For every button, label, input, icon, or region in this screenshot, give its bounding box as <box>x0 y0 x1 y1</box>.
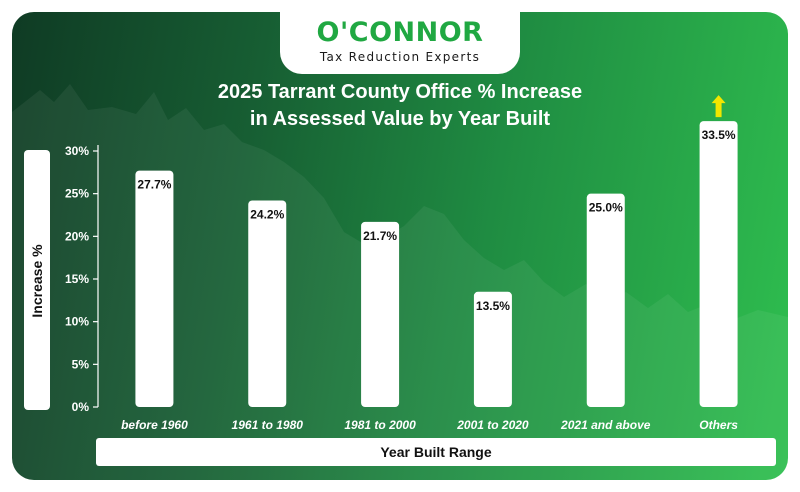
bar-data-label: 24.2% <box>250 207 284 221</box>
chart-title-line-1: 2025 Tarrant County Office % Increase <box>217 81 583 103</box>
y-tick-label: 15% <box>65 272 89 286</box>
bar <box>135 170 174 407</box>
x-axis-label: Year Built Range <box>96 438 776 466</box>
bar <box>473 291 512 407</box>
x-tick-label: before 1960 <box>121 418 188 432</box>
bar-data-label: 25.0% <box>589 201 623 215</box>
x-tick-label: 1961 to 1980 <box>232 418 304 432</box>
y-axis-label-box <box>24 150 50 410</box>
bar <box>361 221 400 407</box>
y-tick-label: 0% <box>72 400 90 414</box>
bar <box>699 121 738 407</box>
chart-title: 2025 Tarrant County Office % Increase in… <box>0 79 800 133</box>
up-arrow-icon <box>711 95 726 118</box>
y-tick-label: 30% <box>65 144 89 158</box>
x-tick-label: 2001 to 2020 <box>456 418 529 432</box>
y-tick-label: 10% <box>65 315 89 329</box>
bar <box>586 193 625 407</box>
bar-data-label: 27.7% <box>137 178 171 192</box>
bar-data-label: 33.5% <box>702 128 736 142</box>
y-tick-label: 25% <box>65 187 89 201</box>
bar <box>248 200 287 407</box>
bar-data-label: 13.5% <box>476 299 510 313</box>
x-tick-label: Others <box>699 418 738 432</box>
y-tick-label: 5% <box>72 357 90 371</box>
brand-tagline: Tax Reduction Experts <box>319 50 481 64</box>
x-tick-label: 1981 to 2000 <box>344 418 416 432</box>
brand-name: O'CONNOR <box>316 17 484 48</box>
x-tick-label: 2021 and above <box>560 418 651 432</box>
y-tick-label: 20% <box>65 229 89 243</box>
brand-logo: O'CONNOR Tax Reduction Experts <box>280 12 520 74</box>
bar-data-label: 21.7% <box>363 229 397 243</box>
chart-title-line-2: in Assessed Value by Year Built <box>249 108 551 130</box>
